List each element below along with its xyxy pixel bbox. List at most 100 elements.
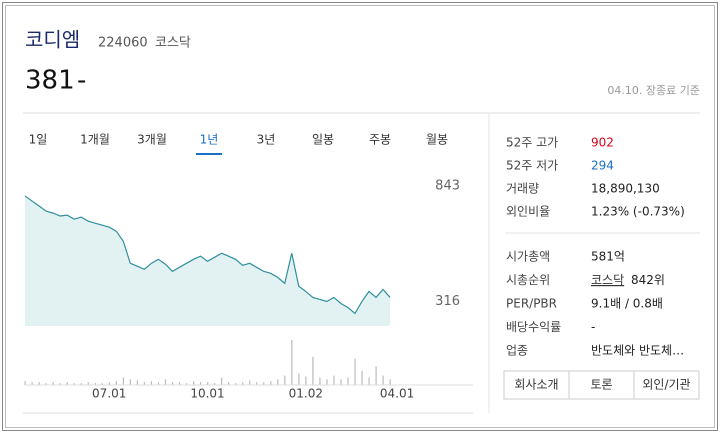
button-group — [503, 370, 700, 400]
volume-bar — [305, 376, 307, 385]
stat-label: 시총순위 — [506, 273, 550, 287]
volume-bar — [389, 379, 391, 385]
volume-bar — [24, 381, 26, 385]
volume-bar — [178, 382, 181, 385]
price-area — [25, 195, 391, 326]
volume-bar — [340, 379, 342, 385]
tab[interactable]: 1일 — [29, 133, 48, 147]
volume-bar — [164, 379, 167, 385]
volume-bar — [157, 382, 160, 385]
price-change: - — [77, 66, 86, 96]
stat-label: 업종 — [506, 344, 528, 358]
volume-bar — [277, 379, 279, 385]
button[interactable]: 토론 — [590, 378, 612, 392]
volume-bar — [361, 370, 363, 385]
stat-link[interactable]: 코스닥 — [591, 273, 624, 287]
y-tick-label: 843 — [435, 178, 460, 193]
button[interactable]: 회사소개 — [514, 378, 558, 392]
stat-label: 배당수익률 — [506, 320, 561, 334]
volume-bar — [150, 381, 153, 385]
volume-bar — [319, 377, 321, 385]
stat-label: 외인비율 — [506, 205, 550, 219]
volume-bar — [221, 377, 223, 385]
volume-bar — [368, 377, 370, 385]
volume-bar — [66, 382, 68, 385]
volume-bar — [185, 383, 188, 385]
volume-bar — [207, 382, 209, 385]
volume-bar — [291, 339, 293, 385]
stat-value: 반도체와 반도체… — [591, 344, 684, 358]
stat-value: 902 — [591, 136, 614, 150]
tab[interactable]: 월봉 — [426, 133, 448, 147]
stat-value: - — [591, 320, 595, 334]
volume-bar — [284, 375, 286, 385]
stat-value: 18,890,130 — [591, 182, 660, 196]
volume-bar — [38, 382, 40, 385]
volume-bar — [94, 383, 96, 385]
stat-value: 294 — [591, 159, 614, 173]
volume-bar — [136, 380, 139, 385]
stat-value: 1.23% (-0.73%) — [591, 205, 685, 219]
volume-bar — [129, 379, 131, 385]
button[interactable]: 외인/기관 — [642, 378, 690, 392]
volume-bar — [108, 382, 110, 385]
volume-bar — [312, 356, 314, 385]
stat-label: 52주 고가 — [506, 136, 558, 150]
price: 381 — [25, 66, 75, 96]
basis-time: 04.10. 장종료 기준 — [607, 84, 700, 97]
volume-bar — [171, 382, 174, 385]
volume-bar — [270, 381, 272, 385]
volume-bar — [80, 383, 82, 385]
stat-value: 581억 — [591, 250, 625, 264]
tab[interactable]: 일봉 — [312, 133, 334, 147]
stat-value: 9.1배 / 0.8배 — [591, 297, 663, 311]
volume-bar — [45, 383, 47, 385]
company-name: 코디엠 — [25, 28, 80, 52]
volume-bar — [73, 383, 75, 385]
stat-value: 842위 — [631, 273, 665, 287]
stat-label: PER/PBR — [506, 297, 557, 311]
volume-bar — [228, 382, 230, 385]
stat-label: 52주 저가 — [506, 159, 558, 173]
volume-bar — [242, 382, 244, 385]
volume-bar — [122, 377, 124, 385]
tab[interactable]: 주봉 — [369, 133, 391, 147]
tab[interactable]: 1개월 — [80, 133, 110, 147]
tab[interactable]: 3개월 — [137, 133, 167, 147]
stock-code: 224060 — [98, 36, 148, 51]
price-line — [24, 195, 391, 315]
tab[interactable]: 1년 — [200, 133, 219, 147]
x-tick-label: 07.01 — [92, 387, 126, 401]
volume-bar — [59, 383, 61, 385]
tab[interactable]: 3년 — [257, 133, 276, 147]
widget-canvas: 코디엠 224060 코스닥 381 - 04.10. 장종료 기준 1일 1개월… — [23, 28, 700, 414]
stat-label: 거래량 — [506, 182, 539, 196]
volume-bar — [115, 381, 117, 385]
volume-bar — [263, 382, 265, 385]
x-tick-label: 10.01 — [190, 387, 224, 401]
y-tick-label: 316 — [435, 294, 460, 309]
market: 코스닥 — [155, 36, 191, 51]
volume-bar — [192, 381, 195, 385]
volume-bar — [87, 382, 89, 385]
volume-bar — [347, 377, 349, 385]
volume-bar — [326, 379, 328, 385]
volume-bar — [382, 375, 384, 385]
volume-bar — [214, 383, 216, 385]
x-tick-label: 01.02 — [289, 387, 323, 401]
volume-bar — [375, 366, 377, 385]
volume-bar — [333, 375, 335, 385]
volume-bar — [143, 382, 146, 385]
stat-label: 시가총액 — [506, 250, 550, 264]
volume-bar — [298, 373, 300, 385]
volume-bar — [249, 380, 251, 385]
volume-bar — [101, 383, 103, 385]
volume-bar — [31, 382, 33, 385]
volume-bar — [52, 382, 54, 385]
x-tick-label: 04.01 — [380, 387, 414, 401]
volume-bar — [354, 358, 356, 385]
volume-bar — [235, 383, 237, 385]
volume-bar — [256, 382, 258, 385]
volume-bar — [200, 382, 202, 385]
